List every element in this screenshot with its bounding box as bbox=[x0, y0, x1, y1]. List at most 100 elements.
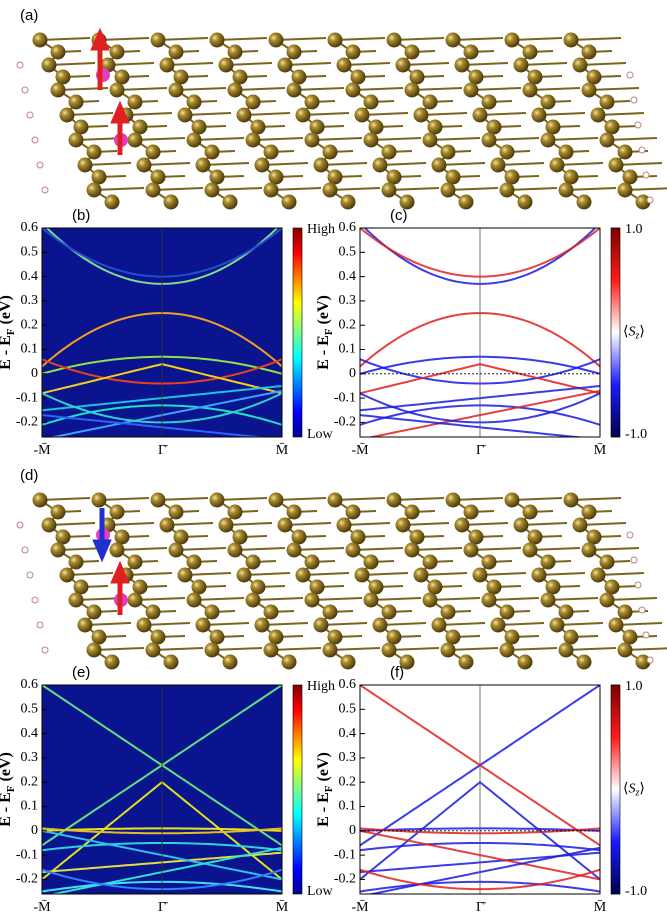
bond bbox=[166, 522, 214, 526]
atom bbox=[68, 94, 84, 110]
atom bbox=[545, 579, 561, 595]
atom bbox=[50, 44, 66, 60]
spin-arrow bbox=[110, 100, 130, 155]
h-atom bbox=[630, 556, 638, 564]
atom bbox=[109, 44, 125, 60]
bond bbox=[39, 497, 91, 501]
cbar-main: S bbox=[628, 782, 635, 797]
bond bbox=[175, 87, 227, 91]
atom bbox=[191, 579, 207, 595]
atom bbox=[209, 629, 225, 645]
bond bbox=[234, 547, 286, 551]
y-label-sub: F bbox=[5, 785, 17, 792]
atom bbox=[522, 82, 538, 98]
bond bbox=[125, 572, 173, 576]
bond bbox=[438, 162, 486, 166]
bond bbox=[393, 497, 445, 501]
atom bbox=[422, 554, 438, 570]
atom bbox=[227, 542, 243, 558]
bond bbox=[447, 647, 499, 651]
atom bbox=[395, 517, 411, 533]
atom bbox=[363, 94, 379, 110]
atom bbox=[463, 82, 479, 98]
atom bbox=[404, 82, 420, 98]
atom bbox=[227, 504, 243, 520]
bond bbox=[184, 112, 232, 116]
atom bbox=[250, 579, 266, 595]
bond bbox=[411, 87, 463, 91]
bond bbox=[134, 597, 186, 601]
atom bbox=[245, 592, 261, 608]
atom bbox=[372, 617, 388, 633]
atom bbox=[204, 604, 220, 620]
y-label-unit: (eV) bbox=[0, 752, 14, 781]
bracket: ⟨ bbox=[623, 782, 628, 797]
h-atom bbox=[646, 656, 654, 664]
atom bbox=[322, 144, 338, 160]
atom bbox=[386, 169, 402, 185]
atom bbox=[281, 194, 297, 210]
atom bbox=[68, 132, 84, 148]
y-axis-label: E - EF (eV) bbox=[315, 295, 335, 370]
y-tick-label: 0.5 bbox=[21, 702, 39, 717]
atom bbox=[204, 642, 220, 658]
panel-label: (a) bbox=[20, 7, 38, 24]
atom bbox=[245, 132, 261, 148]
atom bbox=[209, 492, 225, 508]
atom bbox=[132, 579, 148, 595]
atom bbox=[222, 654, 238, 670]
atom bbox=[159, 57, 175, 73]
bond bbox=[379, 162, 427, 166]
bond bbox=[216, 37, 268, 41]
h-atom bbox=[21, 86, 29, 94]
x-tick-label: -M̄ bbox=[33, 443, 51, 459]
y-tick-label: 0.3 bbox=[21, 750, 39, 765]
bond bbox=[438, 622, 486, 626]
y-tick-label: 0 bbox=[31, 823, 38, 838]
atom bbox=[114, 529, 130, 545]
bond bbox=[420, 112, 468, 116]
y-tick-label: 0.4 bbox=[21, 269, 39, 284]
colorbar-title: ⟨Sz⟩ bbox=[623, 325, 645, 342]
atom bbox=[245, 94, 261, 110]
atom bbox=[222, 194, 238, 210]
atom bbox=[281, 654, 297, 670]
atom bbox=[150, 32, 166, 48]
atom bbox=[127, 132, 143, 148]
h-atom bbox=[26, 111, 34, 119]
bond bbox=[452, 497, 504, 501]
atom bbox=[409, 529, 425, 545]
atom bbox=[445, 492, 461, 508]
bond bbox=[570, 497, 622, 501]
atom bbox=[254, 157, 270, 173]
atom bbox=[499, 604, 515, 620]
bond bbox=[597, 112, 645, 116]
cbar-sub: z bbox=[634, 788, 639, 799]
atom bbox=[381, 182, 397, 198]
bond bbox=[565, 647, 617, 651]
atom bbox=[517, 654, 533, 670]
y-tick-label: 0.3 bbox=[21, 293, 39, 308]
atom bbox=[486, 579, 502, 595]
atom bbox=[540, 132, 556, 148]
bond bbox=[311, 137, 363, 141]
atom bbox=[263, 604, 279, 620]
atom bbox=[327, 32, 343, 48]
atom bbox=[32, 492, 48, 508]
atom bbox=[590, 107, 606, 123]
atom bbox=[481, 132, 497, 148]
y-tick-label: 0.5 bbox=[339, 245, 357, 260]
atom bbox=[504, 32, 520, 48]
y-tick-label: 0.2 bbox=[21, 317, 39, 332]
atom bbox=[327, 629, 343, 645]
atom bbox=[218, 57, 234, 73]
atom bbox=[517, 194, 533, 210]
y-label-unit: (eV) bbox=[0, 295, 14, 324]
atom bbox=[295, 107, 311, 123]
atom bbox=[558, 182, 574, 198]
bond bbox=[311, 597, 363, 601]
y-tick-label: 0.2 bbox=[21, 774, 39, 789]
atom bbox=[50, 82, 66, 98]
atom bbox=[336, 517, 352, 533]
bond bbox=[284, 62, 332, 66]
